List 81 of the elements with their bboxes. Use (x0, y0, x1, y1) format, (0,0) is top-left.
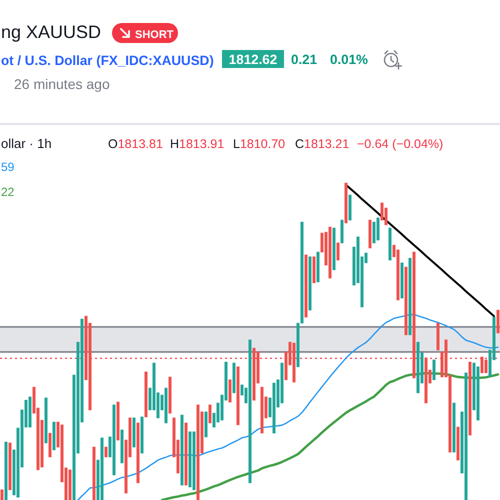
candlestick (348, 194, 352, 220)
candlestick (120, 430, 124, 464)
candlestick (164, 388, 168, 424)
candlestick (432, 360, 436, 380)
candlestick (312, 256, 316, 284)
candlestick (408, 258, 412, 336)
candlestick (208, 404, 212, 424)
text: 0.01% (330, 52, 368, 67)
text: −0.64 (−0.04%) (357, 137, 444, 151)
candlestick (272, 382, 276, 434)
text: 26 minutes ago (14, 76, 110, 92)
text: SHORT (135, 29, 174, 41)
candlestick (180, 414, 184, 486)
candlestick (100, 438, 104, 500)
candlestick (400, 262, 404, 298)
annotation: 22 (1, 185, 15, 199)
text: 1812.62 (228, 52, 278, 67)
chart-subtitle: ot / U.S. Dollar (FX_IDC:XAUUSD) (1, 53, 214, 68)
candlestick (236, 366, 240, 426)
candlestick (328, 226, 332, 278)
candlestick (424, 358, 428, 404)
candlestick (192, 432, 196, 490)
text: 59 (1, 160, 15, 174)
candlestick (252, 348, 256, 400)
candlestick (452, 402, 456, 452)
candlestick (68, 470, 72, 500)
candlestick (188, 432, 192, 488)
candlestick (136, 422, 140, 484)
chart-title: ng XAUUSD (1, 22, 102, 42)
candlestick (336, 242, 340, 260)
candlestick (44, 398, 48, 444)
candlestick (372, 222, 376, 244)
candlestick (376, 218, 380, 240)
candlestick (456, 426, 460, 460)
candlestick (48, 432, 52, 458)
candlestick (184, 422, 188, 486)
text: L1810.70 (233, 137, 286, 151)
candlestick (464, 372, 468, 500)
candlestick (28, 396, 32, 428)
candlestick (484, 360, 488, 374)
candlestick (144, 372, 148, 418)
candlestick (340, 220, 344, 244)
candlestick (104, 446, 108, 458)
candlestick (4, 442, 8, 500)
candlestick (196, 404, 200, 500)
candlestick (468, 362, 472, 436)
candlestick (0, 490, 4, 500)
candlestick (368, 220, 372, 248)
candlestick (496, 310, 500, 334)
candlestick (416, 342, 420, 394)
candlestick (132, 418, 136, 448)
candlestick (316, 252, 320, 282)
candlestick (52, 422, 56, 450)
candlestick (168, 376, 172, 414)
candlestick (232, 362, 236, 394)
candlestick (412, 252, 416, 378)
candlestick (480, 356, 484, 374)
text: C1813.21 (295, 137, 350, 151)
candlestick (308, 256, 312, 310)
candlestick (404, 266, 408, 336)
candlestick (112, 404, 116, 476)
candlestick (248, 340, 252, 484)
candlestick (280, 362, 284, 404)
text: 0.21 (291, 52, 318, 67)
candlestick (292, 342, 296, 382)
candlestick (228, 380, 232, 402)
candlestick (204, 412, 208, 438)
candlestick (332, 228, 336, 270)
text: H1813.91 (170, 137, 224, 151)
candlestick (476, 366, 480, 420)
candlestick (344, 182, 348, 224)
text: O1813.81 (108, 137, 163, 151)
candlestick (388, 228, 392, 260)
candlestick (436, 322, 440, 350)
candlestick (8, 442, 12, 490)
candlestick (260, 386, 264, 434)
candlestick (304, 254, 308, 318)
text: ollar · 1h (1, 136, 52, 151)
candlestick (92, 446, 96, 500)
candlestick (116, 402, 120, 440)
candlestick (140, 416, 144, 454)
